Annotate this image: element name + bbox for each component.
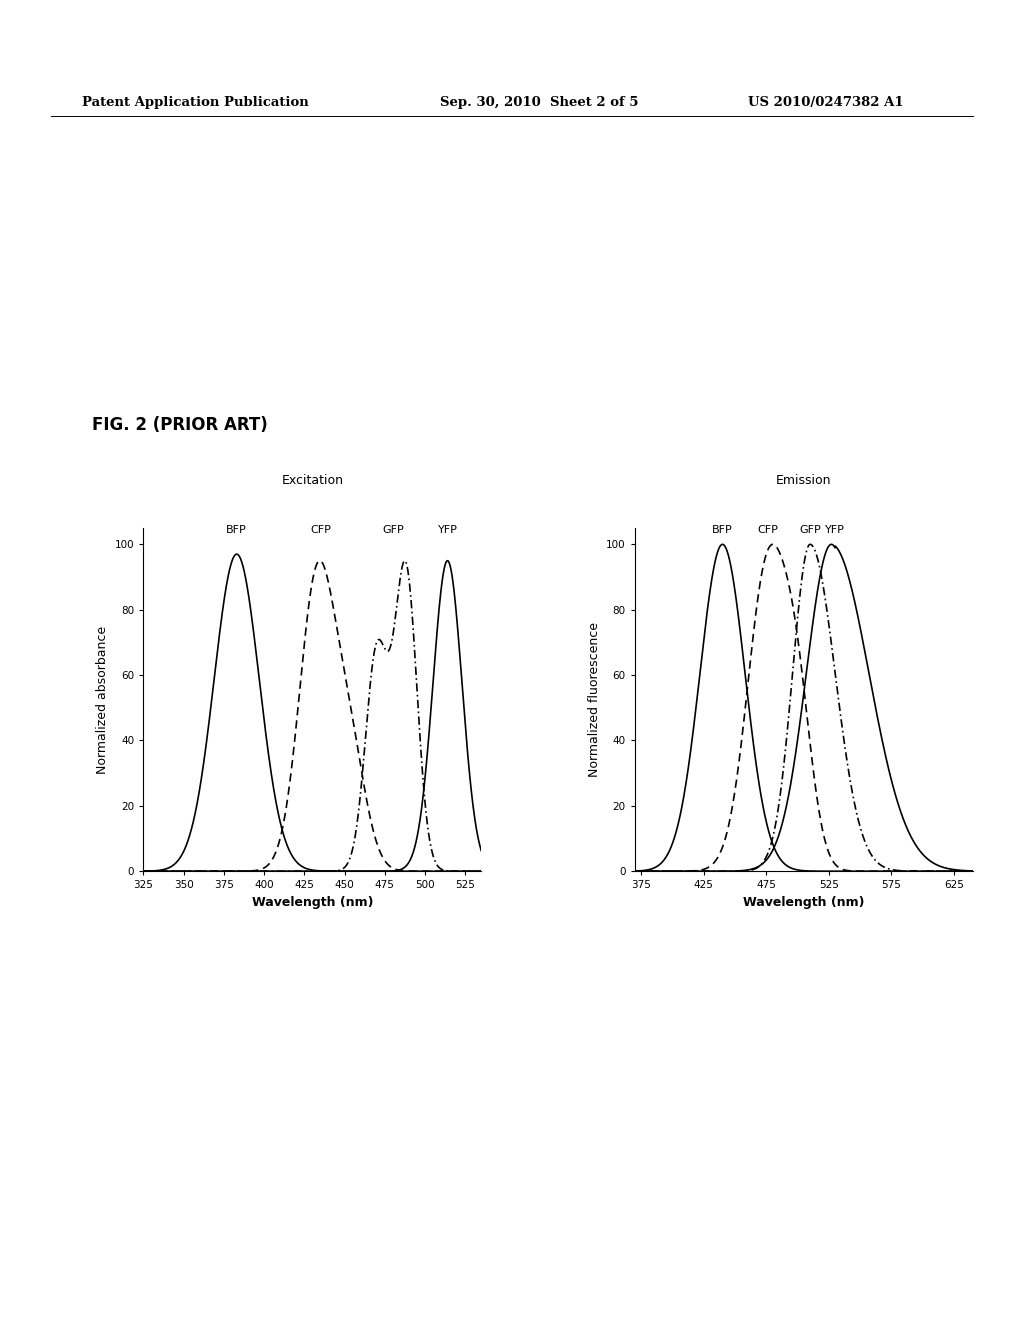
Text: Sep. 30, 2010  Sheet 2 of 5: Sep. 30, 2010 Sheet 2 of 5 xyxy=(440,96,639,110)
Y-axis label: Normalized absorbance: Normalized absorbance xyxy=(96,626,110,774)
Text: Patent Application Publication: Patent Application Publication xyxy=(82,96,308,110)
Title: Emission: Emission xyxy=(776,474,831,487)
Text: CFP: CFP xyxy=(757,524,778,535)
Text: FIG. 2 (PRIOR ART): FIG. 2 (PRIOR ART) xyxy=(92,416,268,434)
Text: BFP: BFP xyxy=(226,524,247,535)
Title: Excitation: Excitation xyxy=(282,474,343,487)
Text: US 2010/0247382 A1: US 2010/0247382 A1 xyxy=(748,96,903,110)
Text: GFP: GFP xyxy=(382,524,403,535)
Text: GFP: GFP xyxy=(799,524,821,535)
Y-axis label: Normalized fluorescence: Normalized fluorescence xyxy=(588,622,601,777)
Text: CFP: CFP xyxy=(310,524,331,535)
Text: YFP: YFP xyxy=(825,524,845,535)
Text: YFP: YFP xyxy=(437,524,458,535)
X-axis label: Wavelength (nm): Wavelength (nm) xyxy=(252,896,373,908)
Text: BFP: BFP xyxy=(712,524,733,535)
X-axis label: Wavelength (nm): Wavelength (nm) xyxy=(743,896,864,908)
